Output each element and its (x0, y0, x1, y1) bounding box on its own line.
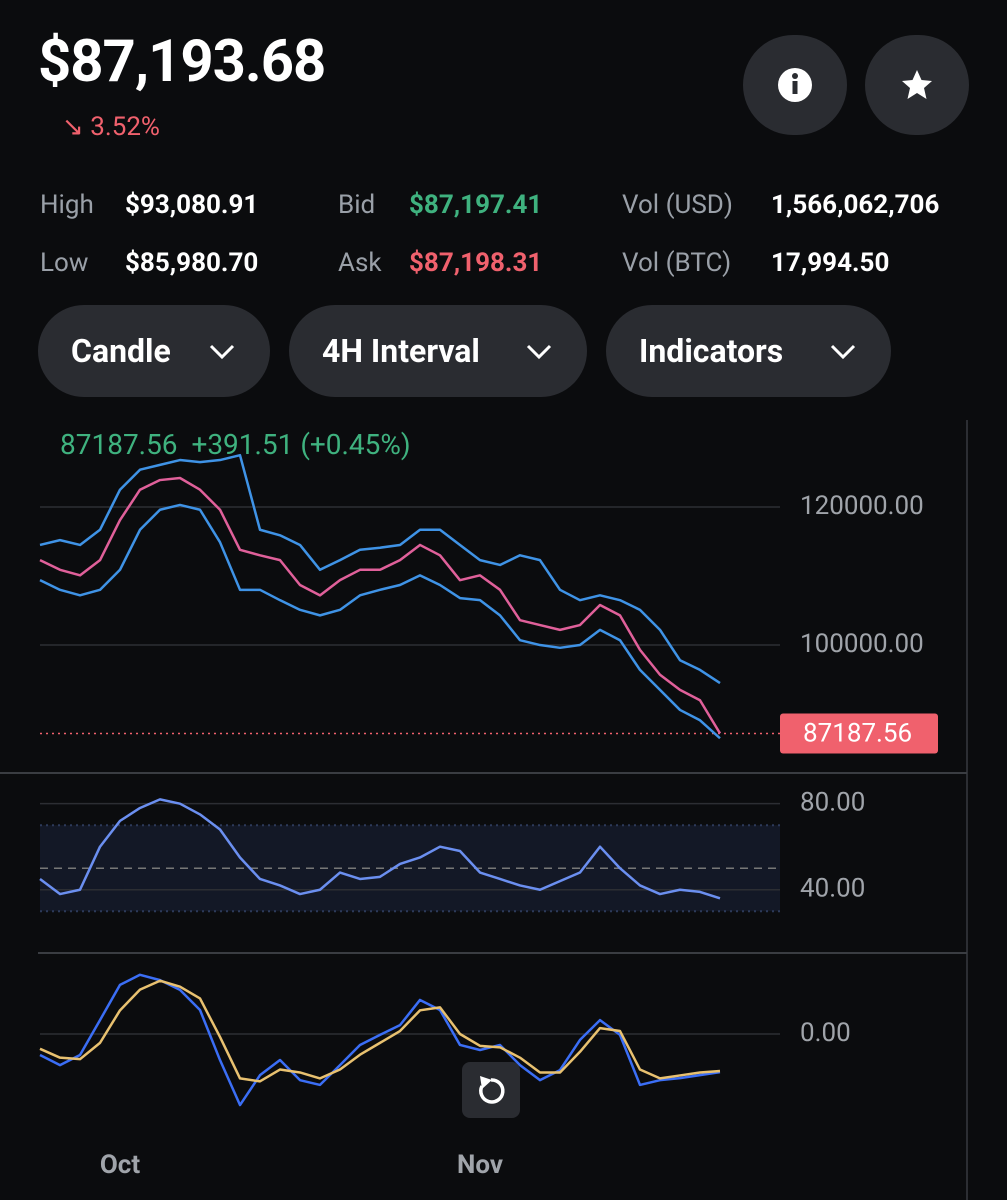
series-line (39, 453, 721, 685)
legend: 87187.56 +391.51 (+0.45%) (60, 428, 411, 461)
stat-value: $87,197.41 (409, 190, 543, 220)
dropdown[interactable]: Candle (38, 305, 270, 397)
stat-value: $93,080.91 (125, 190, 259, 220)
stat-label: Vol (BTC) (622, 248, 732, 278)
dropdown[interactable]: 4H Interval (289, 305, 587, 397)
stat-label: Bid (338, 190, 376, 220)
stat-value: 1,566,062,706 (771, 190, 940, 220)
stat-label: Ask (338, 248, 382, 278)
legend-change: +391.51 (+0.45%) (191, 428, 411, 461)
price-change: ↘ 3.52% (62, 112, 160, 142)
favorite-button[interactable] (865, 35, 969, 135)
series-line (39, 476, 722, 735)
x-tick-label: Nov (457, 1150, 503, 1180)
dropdown-label: Candle (71, 332, 171, 370)
stat-value: $85,980.70 (125, 248, 259, 278)
stat-label: Low (40, 248, 89, 278)
series-line (39, 979, 721, 1083)
dropdown-label: Indicators (639, 332, 784, 370)
y-tick-label: 80.00 (800, 788, 865, 818)
series-line (39, 798, 721, 900)
y-tick-label: 100000.00 (800, 629, 924, 659)
y-tick-label: 0.00 (800, 1018, 851, 1048)
dropdown[interactable]: Indicators (606, 305, 891, 397)
legend-price: 87187.56 (60, 428, 178, 461)
stat-value: 17,994.50 (771, 248, 890, 278)
series-line (39, 973, 721, 1107)
stat-label: High (40, 190, 94, 220)
reset-button[interactable] (462, 1062, 520, 1118)
y-tick-label: 120000.00 (800, 491, 924, 521)
change-value: 3.52% (90, 112, 160, 142)
price: $87,193.68 (38, 28, 326, 96)
x-tick-label: Oct (100, 1150, 140, 1180)
last-price-box (780, 713, 938, 754)
stat-label: Vol (USD) (622, 190, 733, 220)
y-tick-label: 40.00 (800, 874, 865, 904)
last-price-label: 87187.56 (803, 718, 912, 748)
stat-value: $87,198.31 (409, 248, 543, 278)
dropdown-label: 4H Interval (322, 332, 480, 370)
series-line (39, 503, 721, 740)
info-button[interactable] (743, 35, 847, 135)
